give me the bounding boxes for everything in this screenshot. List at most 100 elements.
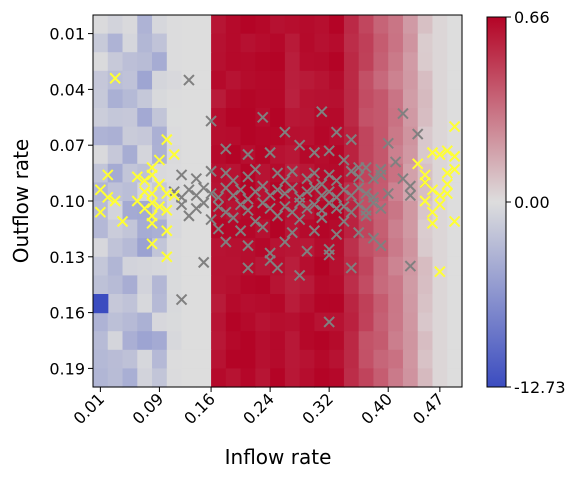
- scatter-point-x-marker: [175, 169, 188, 181]
- heatmap-cell: [373, 368, 389, 388]
- scatter-point-x-marker: [146, 217, 158, 230]
- x-marker-stroke: [345, 133, 358, 146]
- heatmap-cell: [181, 108, 197, 128]
- heatmap-cell: [93, 312, 109, 332]
- x-marker-stroke: [257, 111, 269, 124]
- x-marker-stroke: [316, 189, 328, 202]
- heatmap-cell: [402, 219, 419, 239]
- heatmap-cell: [358, 15, 375, 35]
- colorbar-label-max: 0.66: [514, 8, 550, 27]
- scatter-point-x-marker: [389, 156, 402, 168]
- x-marker-stroke: [308, 167, 321, 179]
- heatmap-cell: [107, 52, 124, 72]
- heatmap-cell: [93, 145, 109, 165]
- scatter-point-x-marker: [242, 239, 254, 252]
- scatter-point-x-marker: [323, 197, 335, 209]
- scatter-point-x-marker: [360, 187, 372, 200]
- heatmap-cell: [329, 52, 345, 72]
- heatmap-cell: [402, 331, 419, 351]
- heatmap-cell: [329, 145, 345, 165]
- heatmap-cell: [240, 275, 256, 295]
- scatter-point-x-marker: [161, 204, 173, 217]
- heatmap-cell: [270, 294, 286, 314]
- heatmap-cell: [373, 312, 389, 332]
- heatmap-cell: [166, 349, 183, 369]
- heatmap-cell: [211, 145, 227, 165]
- scatter-point-x-marker: [441, 178, 453, 190]
- heatmap-cell: [137, 15, 153, 35]
- scatter-point-x-marker: [102, 169, 114, 181]
- heatmap-cell: [152, 33, 168, 53]
- x-marker-stroke: [220, 182, 232, 194]
- heatmap-cell: [447, 275, 463, 295]
- heatmap-cell: [447, 52, 463, 72]
- heatmap-cell: [299, 312, 315, 332]
- scatter-point-x-marker: [183, 210, 195, 222]
- scatter-point-x-marker: [330, 174, 343, 187]
- x-marker-stroke: [227, 189, 239, 202]
- heatmap-cell: [122, 294, 138, 314]
- heatmap-cell: [122, 108, 138, 128]
- x-marker-stroke: [94, 184, 107, 196]
- y-tick-label: 0.04: [49, 80, 85, 99]
- x-marker-stroke: [161, 251, 173, 263]
- heatmap-cell: [432, 368, 448, 388]
- heatmap-cell: [166, 312, 183, 332]
- scatter-point-x-marker: [146, 197, 158, 209]
- x-marker-stroke: [146, 169, 158, 181]
- heatmap-cell: [270, 238, 286, 258]
- x-marker-stroke: [102, 169, 114, 181]
- heatmap-cell: [358, 349, 375, 369]
- scatter-point-x-marker: [367, 197, 380, 209]
- x-marker-stroke: [316, 178, 328, 190]
- x-marker-stroke: [146, 187, 158, 200]
- heatmap-cell: [240, 52, 256, 72]
- scatter-point-x-marker: [308, 225, 321, 237]
- heatmap-cell: [447, 238, 463, 258]
- x-marker-stroke: [138, 174, 151, 187]
- heatmap-cell: [196, 349, 212, 369]
- colorbar-label-center: 0.00: [514, 193, 550, 212]
- heatmap-cell: [270, 108, 286, 128]
- heatmap-cell: [432, 331, 448, 351]
- x-marker-stroke: [301, 172, 313, 185]
- heatmap-cell: [225, 294, 242, 314]
- x-marker-stroke: [441, 178, 453, 190]
- scatter-point-x-marker: [146, 169, 158, 181]
- heatmap-cell: [432, 15, 448, 35]
- scatter-point-x-marker: [426, 206, 439, 218]
- colorbar-gradient: [486, 16, 507, 388]
- heatmap-cell: [270, 275, 286, 295]
- x-marker-stroke: [131, 195, 143, 207]
- heatmap-cell: [240, 163, 256, 183]
- heatmap-cell: [196, 33, 212, 53]
- heatmap-cell: [447, 70, 463, 90]
- y-axis-label: Outflow rate: [9, 139, 33, 263]
- x-marker-stroke: [301, 185, 313, 198]
- heatmap-cell-extreme: [93, 294, 109, 314]
- heatmap-cell: [299, 349, 315, 369]
- scatter-point-x-marker: [330, 126, 343, 138]
- heatmap-cell: [358, 108, 375, 128]
- heatmap-cell: [447, 89, 463, 109]
- x-marker-stroke: [286, 206, 298, 218]
- scatter-point-x-marker: [227, 212, 239, 224]
- scatter-point-x-marker: [205, 187, 217, 200]
- heatmap-cell: [417, 219, 434, 239]
- heatmap-cell: [152, 108, 168, 128]
- x-marker-stroke: [308, 225, 321, 237]
- heatmap-cell: [152, 275, 168, 295]
- colorbar-label-min: -12.73: [514, 378, 566, 397]
- x-marker-stroke: [448, 215, 461, 228]
- heatmap-cell: [432, 312, 448, 332]
- heatmap-cell: [417, 89, 434, 109]
- x-marker-stroke: [360, 161, 372, 174]
- heatmap-cell: [343, 70, 360, 90]
- heatmap-cell: [181, 89, 197, 109]
- x-marker-stroke: [412, 158, 424, 170]
- x-marker-stroke: [264, 202, 276, 215]
- heatmap-cell: [166, 15, 183, 35]
- heatmap-cell: [343, 108, 360, 128]
- heatmap-cell: [402, 275, 419, 295]
- heatmap-cell: [343, 238, 360, 258]
